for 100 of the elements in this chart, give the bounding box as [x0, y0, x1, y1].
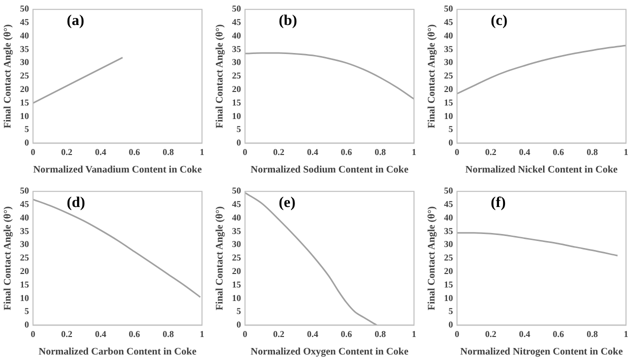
x-tick-label: 1 — [412, 146, 417, 157]
x-tick-label: 0.8 — [162, 328, 174, 339]
y-tick-label: 35 — [232, 226, 242, 236]
annotation: (e) — [278, 194, 296, 211]
y-axis-title: Final Contact Angle (θ°) — [214, 206, 226, 310]
line-series — [457, 44, 626, 94]
x-tick-label: 0.2 — [273, 328, 285, 339]
y-tick-label: 25 — [20, 70, 30, 81]
y-tick-label: 35 — [444, 44, 454, 54]
y-tick-label: 0 — [24, 320, 30, 330]
y-tick-label: 35 — [20, 44, 30, 54]
x-tick-label: 0.2 — [485, 328, 497, 339]
x-tick-label: 1 — [624, 328, 629, 339]
y-tick-label: 50 — [20, 186, 30, 196]
line-series — [33, 198, 202, 298]
y-tick-label: 25 — [232, 70, 242, 81]
y-tick-label: 5 — [24, 306, 30, 316]
x-tick-label: 0.4 — [518, 328, 531, 339]
y-tick-label: 0 — [236, 320, 242, 330]
x-axis-title: Normalized Oxygen Content in Coke — [250, 346, 409, 358]
y-tick-label: 30 — [20, 57, 30, 68]
y-tick-label: 50 — [232, 186, 242, 196]
x-tick-label: 0.8 — [374, 328, 386, 339]
y-tick-label: 30 — [20, 239, 30, 250]
y-tick-label: 40 — [20, 212, 30, 222]
y-tick-label: 50 — [444, 4, 454, 14]
y-tick-label: 0 — [24, 138, 30, 148]
x-tick-label: 0.2 — [273, 146, 285, 157]
x-tick-label: 0.8 — [586, 328, 598, 339]
y-tick-label: 0 — [236, 138, 242, 148]
y-tick-label: 35 — [232, 44, 242, 54]
y-tick-label: 15 — [444, 279, 454, 290]
x-tick-label: 1 — [624, 146, 629, 157]
y-tick-label: 25 — [20, 252, 30, 263]
x-tick-label: 0.6 — [340, 146, 353, 157]
x-tick-label: 1 — [412, 328, 417, 339]
x-tick-label: 0.6 — [128, 146, 141, 157]
y-tick-label: 20 — [232, 266, 242, 276]
x-axis-title: Normalized Nickel Content in Coke — [465, 164, 618, 176]
annotation: (c) — [490, 12, 508, 29]
y-tick-label: 45 — [20, 199, 30, 210]
x-tick-label: 0.6 — [552, 328, 565, 339]
y-tick-label: 15 — [232, 97, 242, 108]
y-tick-label: 10 — [232, 110, 242, 121]
annotation: (d) — [66, 194, 86, 211]
y-axis-title: Final Contact Angle (θ°) — [214, 24, 226, 128]
x-tick-label: 0.8 — [162, 146, 174, 157]
y-tick-label: 40 — [20, 30, 30, 40]
y-tick-label: 30 — [232, 239, 242, 250]
y-tick-label: 10 — [20, 292, 30, 303]
y-axis-title: Final Contact Angle (θ°) — [2, 24, 14, 128]
annotation: (a) — [66, 12, 84, 29]
y-tick-label: 50 — [232, 4, 242, 14]
line-series — [245, 192, 378, 326]
y-tick-label: 0 — [448, 320, 454, 330]
y-axis-title: Final Contact Angle (θ°) — [426, 206, 438, 310]
y-tick-label: 25 — [444, 70, 454, 81]
x-tick-label: 0.8 — [374, 146, 386, 157]
y-tick-label: 10 — [444, 292, 454, 303]
x-axis-title: Normalized Nitrogen Content in Coke — [460, 346, 624, 358]
x-tick-label: 0.2 — [61, 328, 73, 339]
y-tick-label: 20 — [444, 266, 454, 276]
x-tick-label: 0.4 — [306, 146, 319, 157]
y-tick-label: 40 — [444, 30, 454, 40]
x-tick-label: 0.6 — [552, 146, 565, 157]
x-tick-label: 0.4 — [518, 146, 531, 157]
x-axis-title: Normalized Sodium Content in Coke — [250, 164, 409, 176]
y-tick-label: 15 — [20, 279, 30, 290]
y-tick-label: 5 — [236, 306, 242, 316]
y-tick-label: 40 — [232, 30, 242, 40]
y-tick-label: 15 — [444, 97, 454, 108]
y-tick-label: 25 — [444, 252, 454, 263]
x-tick-label: 0.2 — [61, 146, 73, 157]
x-axis-title: Normalized Vanadium Content in Coke — [33, 164, 202, 176]
y-tick-label: 30 — [444, 239, 454, 250]
y-tick-label: 20 — [232, 84, 242, 94]
y-tick-label: 10 — [20, 110, 30, 121]
y-tick-label: 35 — [20, 226, 30, 236]
x-tick-label: 0.4 — [94, 328, 107, 339]
y-tick-label: 5 — [448, 124, 454, 134]
x-tick-label: 0.4 — [306, 328, 319, 339]
y-tick-label: 45 — [444, 17, 454, 28]
x-tick-label: 0.6 — [128, 328, 141, 339]
y-tick-label: 15 — [20, 97, 30, 108]
y-tick-label: 20 — [444, 84, 454, 94]
y-tick-label: 40 — [444, 212, 454, 222]
y-tick-label: 10 — [444, 110, 454, 121]
y-tick-label: 50 — [444, 186, 454, 196]
annotation: (b) — [278, 12, 298, 29]
y-tick-label: 0 — [448, 138, 454, 148]
y-tick-label: 50 — [20, 4, 30, 14]
y-tick-label: 25 — [232, 252, 242, 263]
y-tick-label: 45 — [20, 17, 30, 28]
y-tick-label: 45 — [232, 17, 242, 28]
y-tick-label: 20 — [20, 266, 30, 276]
x-axis-title: Normalized Carbon Content in Coke — [38, 346, 197, 358]
y-tick-label: 5 — [448, 306, 454, 316]
y-tick-label: 45 — [444, 199, 454, 210]
x-tick-label: 0.4 — [94, 146, 107, 157]
y-tick-label: 40 — [232, 212, 242, 222]
